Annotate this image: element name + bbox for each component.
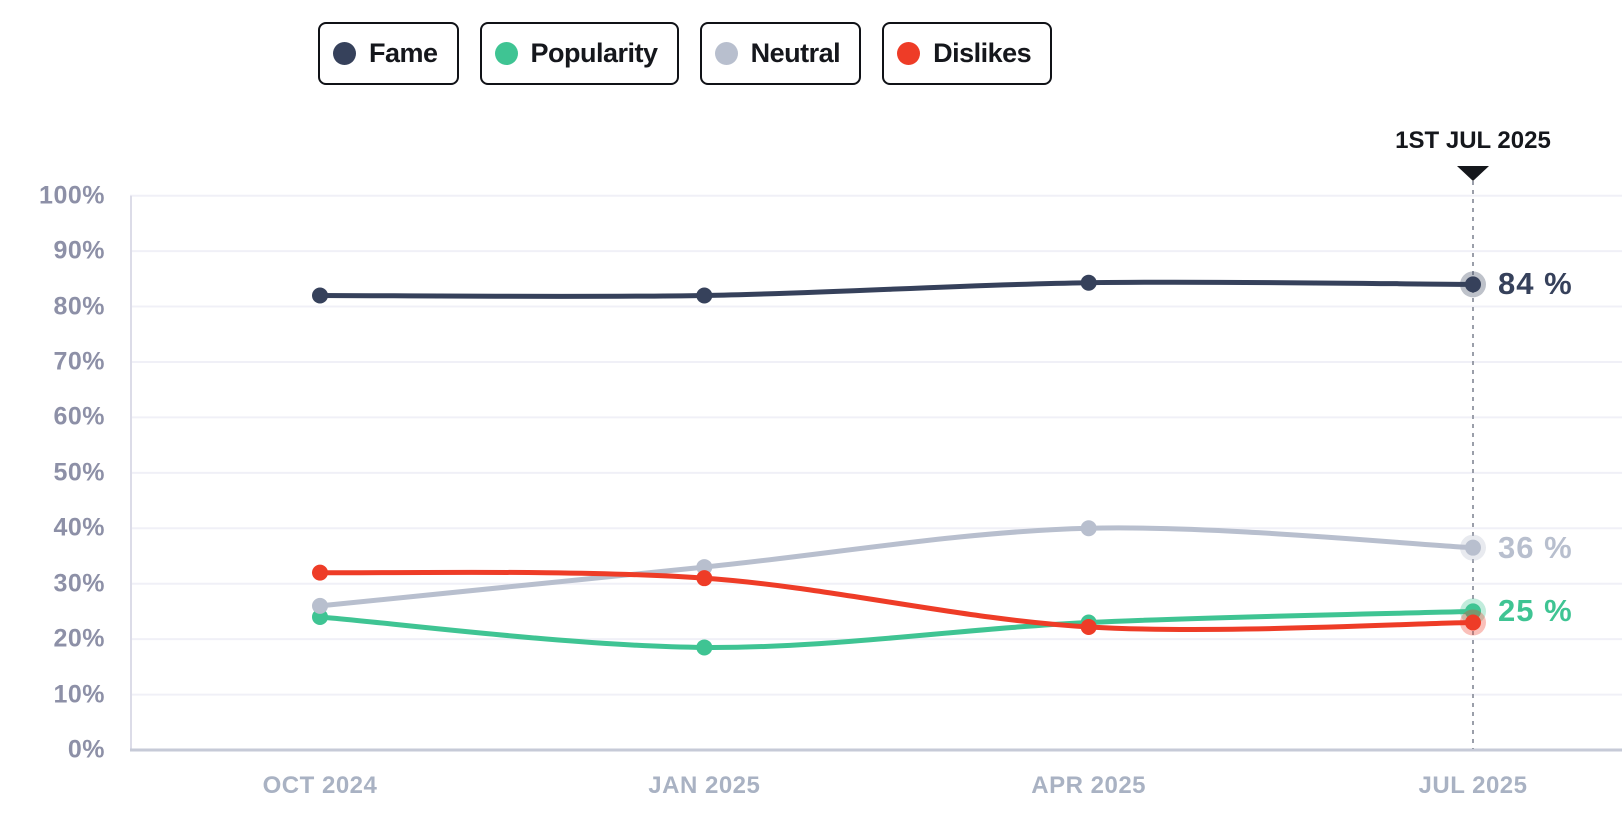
data-point-neutral [1465,539,1481,556]
y-tick-label: 80% [53,292,105,321]
series-neutral [312,520,1486,614]
end-value-label-popularity: 25 % [1498,593,1573,629]
y-tick-label: 40% [53,513,105,542]
legend-item-fame[interactable]: Fame [318,22,459,85]
series-line-dislikes [317,569,1476,632]
x-tick-label: APR 2025 [1031,772,1147,799]
y-tick-label: 10% [53,680,105,709]
data-point-neutral [696,559,713,576]
y-tick-label: 0% [67,735,105,764]
data-point-neutral [312,597,328,614]
data-point-popularity [312,608,328,625]
x-tick-label: JAN 2025 [648,772,761,799]
dislikes-series-dot-icon [897,42,921,65]
legend-label-fame: Fame [369,38,438,68]
data-point-dislikes [696,570,713,587]
data-point-dislikes [1080,618,1097,635]
data-point-neutral [1080,520,1097,537]
data-point-fame [312,287,328,304]
y-tick-label: 50% [53,458,105,487]
y-tick-label: 60% [53,402,105,431]
legend-label-popularity: Popularity [530,38,659,68]
x-tick-label: OCT 2024 [262,772,378,799]
neutral-series-dot-icon [714,42,738,65]
fame-series-dot-icon [333,42,356,65]
series-line-neutral [317,525,1476,609]
series-fame [312,271,1486,304]
chart-legend: Fame Popularity Neutral Dislikes [318,22,1053,85]
data-point-popularity [1465,603,1481,620]
legend-item-neutral[interactable]: Neutral [699,22,862,85]
end-value-label-neutral: 36 % [1498,529,1573,565]
legend-item-dislikes[interactable]: Dislikes [882,22,1053,85]
y-tick-label: 30% [53,569,105,598]
popularity-series-dot-icon [494,42,518,65]
data-point-fame [696,287,713,304]
legend-label-neutral: Neutral [750,38,841,68]
x-tick-label: JUL 2025 [1418,772,1528,799]
data-point-fame [1465,276,1481,293]
data-point-fame [1080,274,1097,291]
triangle-down-icon [1457,166,1489,181]
data-point-dislikes [312,564,328,581]
y-tick-label: 100% [39,181,105,210]
series-line-popularity [317,608,1476,650]
annotation-date-label: 1ST JUL 2025 [1395,127,1551,154]
y-tick-label: 90% [53,236,105,265]
series-dislikes [312,564,1486,636]
data-point-dislikes [1465,614,1481,631]
legend-label-dislikes: Dislikes [933,38,1032,68]
y-tick-label: 20% [53,624,105,653]
data-point-popularity [696,639,713,656]
gridlines [130,194,1622,696]
legend-item-popularity[interactable]: Popularity [479,22,679,85]
series-line-fame [317,279,1476,299]
y-tick-label: 70% [53,347,105,376]
end-value-label-fame: 84 % [1498,266,1573,302]
